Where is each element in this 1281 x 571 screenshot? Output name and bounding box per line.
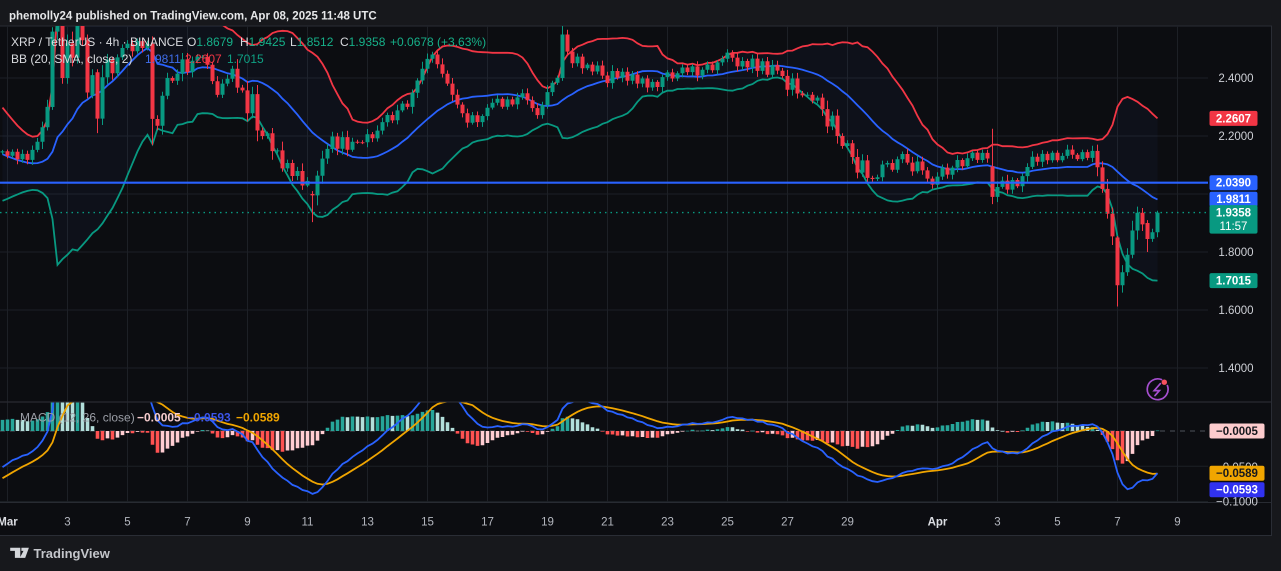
svg-text:1.8000: 1.8000 <box>1218 247 1253 259</box>
svg-text:13: 13 <box>361 517 374 529</box>
svg-text:25: 25 <box>721 517 734 529</box>
svg-text:−0.1000: −0.1000 <box>1216 497 1258 509</box>
svg-text:−0.0005: −0.0005 <box>1216 426 1258 438</box>
svg-text:1.9358: 1.9358 <box>1216 208 1252 220</box>
svg-text:7: 7 <box>1114 517 1120 529</box>
svg-text:2.4000: 2.4000 <box>1218 73 1253 85</box>
svg-text:C1.9358: C1.9358 <box>340 35 386 49</box>
svg-text:Apr: Apr <box>928 517 948 529</box>
svg-text:1.9811: 1.9811 <box>1216 194 1251 206</box>
svg-text:TradingView: TradingView <box>34 546 111 561</box>
svg-text:17: 17 <box>481 517 494 529</box>
svg-text:5: 5 <box>124 517 130 529</box>
svg-text:29: 29 <box>841 517 854 529</box>
svg-text:−0.0589: −0.0589 <box>1216 468 1258 480</box>
svg-text:−0.0589: −0.0589 <box>236 411 280 425</box>
svg-text:23: 23 <box>661 517 674 529</box>
svg-text:−0.0005: −0.0005 <box>137 411 181 425</box>
svg-text:19: 19 <box>541 517 554 529</box>
svg-text:1.4000: 1.4000 <box>1218 363 1253 375</box>
svg-text:11: 11 <box>302 517 314 529</box>
svg-text:Mar: Mar <box>0 517 18 529</box>
svg-text:2.2607: 2.2607 <box>185 52 222 66</box>
svg-text:−0.0593: −0.0593 <box>1216 485 1258 497</box>
svg-text:L1.8512: L1.8512 <box>290 35 334 49</box>
svg-text:1.7015: 1.7015 <box>227 52 264 66</box>
svg-text:1.6000: 1.6000 <box>1218 305 1253 317</box>
svg-text:1.7015: 1.7015 <box>1216 276 1252 288</box>
svg-text:21: 21 <box>601 517 614 529</box>
svg-text:2.0390: 2.0390 <box>1216 178 1251 190</box>
svg-text:BB (20, SMA, close, 2): BB (20, SMA, close, 2) <box>11 52 132 66</box>
svg-text:15: 15 <box>421 517 434 529</box>
svg-text:XRP / TetherUS · 4h · BINANCE: XRP / TetherUS · 4h · BINANCE <box>11 35 183 49</box>
svg-text:9: 9 <box>244 517 250 529</box>
svg-text:5: 5 <box>1054 517 1060 529</box>
svg-text:2.2000: 2.2000 <box>1218 131 1253 143</box>
svg-text:O1.8679: O1.8679 <box>187 35 233 49</box>
svg-text:2.2607: 2.2607 <box>1216 113 1251 125</box>
svg-text:+0.0678 (+3.63%): +0.0678 (+3.63%) <box>390 35 486 49</box>
svg-text:27: 27 <box>781 517 794 529</box>
svg-text:3: 3 <box>994 517 1000 529</box>
svg-text:1.9811: 1.9811 <box>145 52 181 66</box>
svg-text:H1.9425: H1.9425 <box>240 35 286 49</box>
svg-text:11:57: 11:57 <box>1220 221 1248 233</box>
svg-text:phemolly24 published on Tradin: phemolly24 published on TradingView.com,… <box>9 11 377 23</box>
svg-text:9: 9 <box>1174 517 1180 529</box>
svg-text:3: 3 <box>64 517 70 529</box>
svg-text:−0.0593: −0.0593 <box>187 411 231 425</box>
svg-text:7: 7 <box>184 517 190 529</box>
svg-text:MACD (12, 26, close): MACD (12, 26, close) <box>20 411 135 425</box>
